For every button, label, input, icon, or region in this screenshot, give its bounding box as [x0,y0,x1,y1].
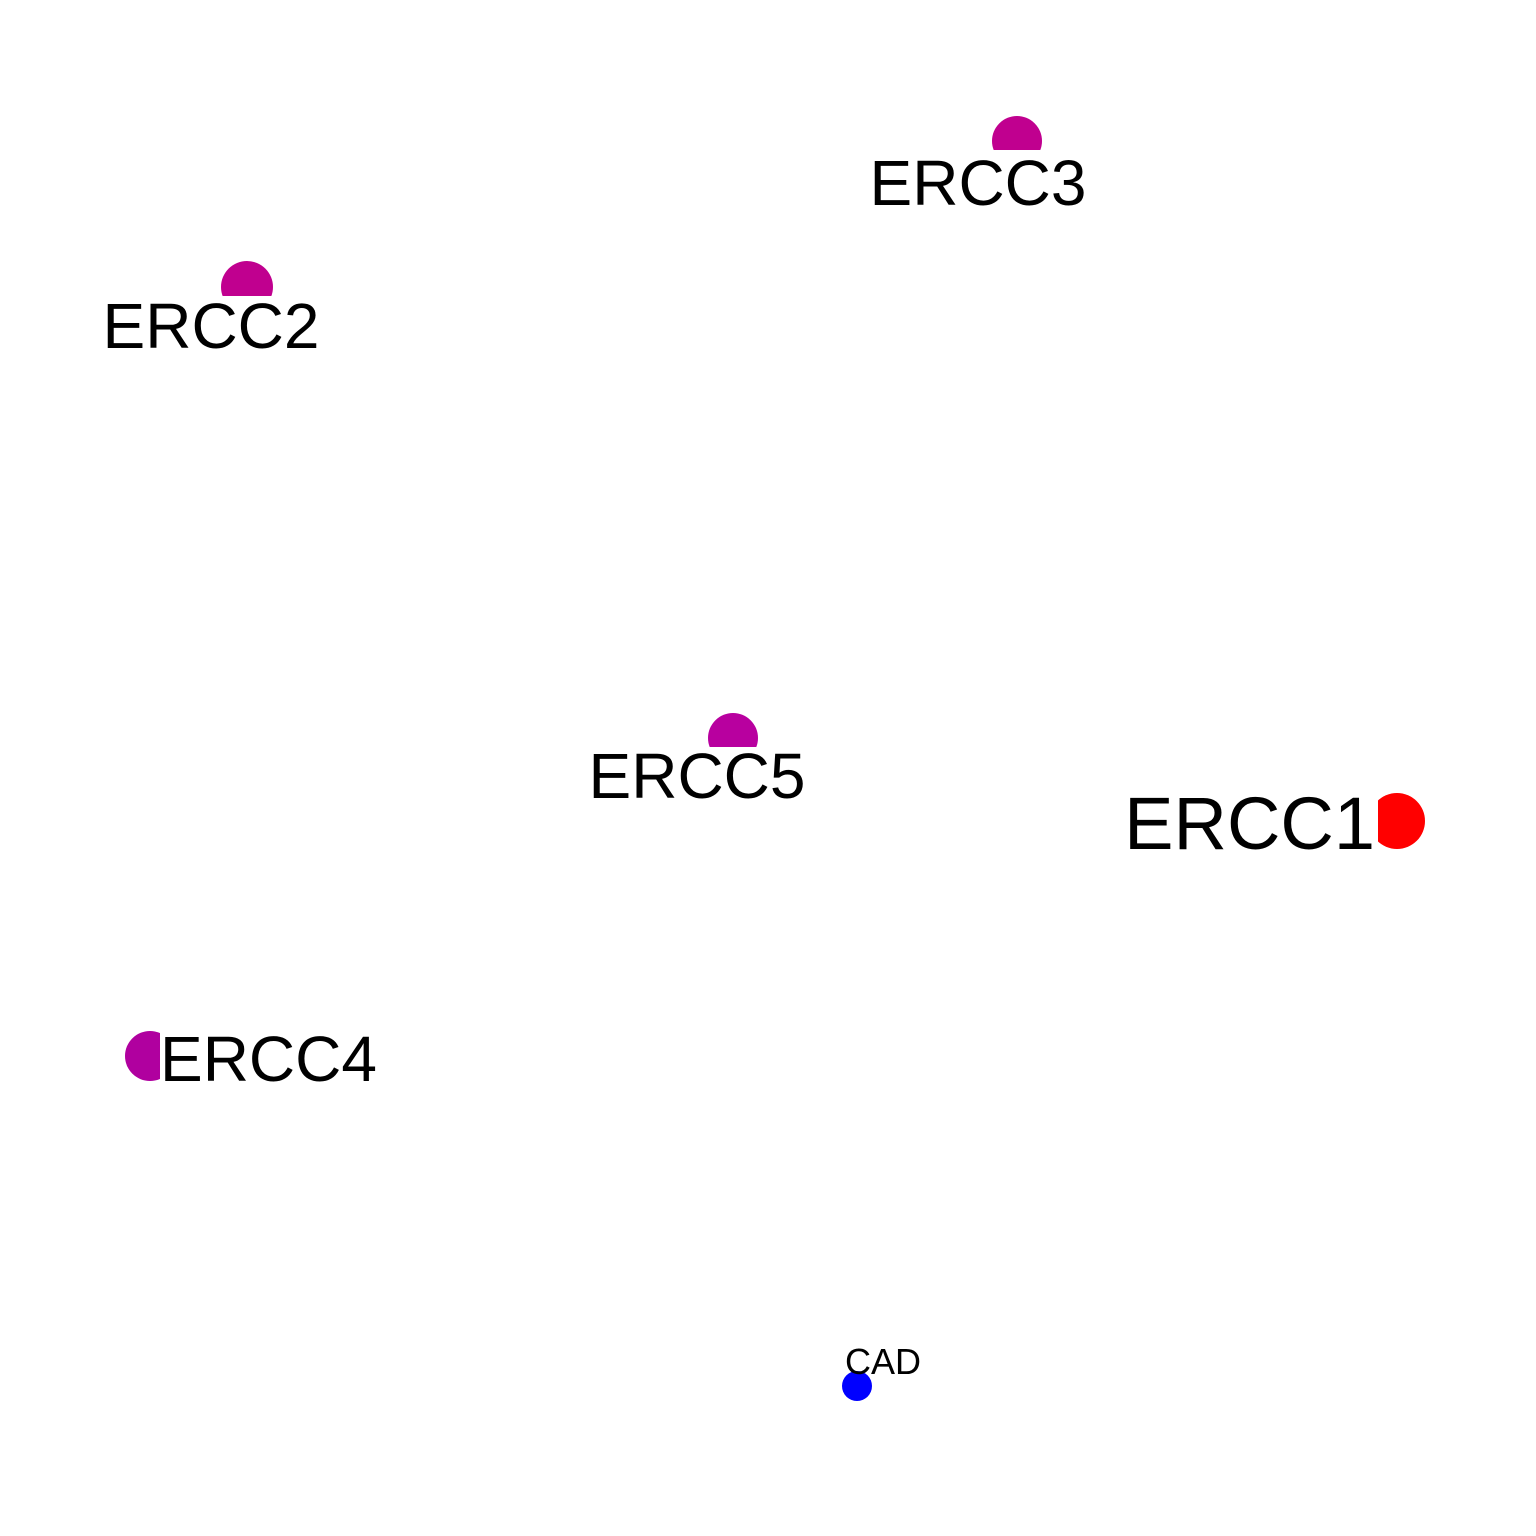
node-ercc2[interactable]: ERCC2 [95,261,330,366]
node-cad-label: CAD [845,1341,921,1382]
node-ercc3-label-bg [860,150,1100,220]
node-ercc5-label-bg [585,747,810,817]
node-ercc3-label: ERCC3 [870,147,1087,219]
node-ercc4[interactable]: ERCC4 [125,1020,380,1100]
node-ercc2-label: ERCC2 [103,290,320,362]
node-ercc1-label-bg [1118,780,1378,865]
node-ercc4-label: ERCC4 [160,1023,377,1095]
node-ercc4-label-bg [160,1020,380,1100]
node-ercc2-label-bg [95,296,330,366]
node-ercc5[interactable]: ERCC5 [585,713,810,817]
node-ercc5-label: ERCC5 [589,740,806,812]
node-cad[interactable]: CAD [842,1341,921,1401]
node-ercc3[interactable]: ERCC3 [860,116,1100,220]
node-ercc1-marker [1369,793,1425,849]
node-ercc1[interactable]: ERCC1 [1118,780,1425,865]
node-cad-marker [842,1371,872,1401]
node-ercc1-label: ERCC1 [1124,782,1375,865]
